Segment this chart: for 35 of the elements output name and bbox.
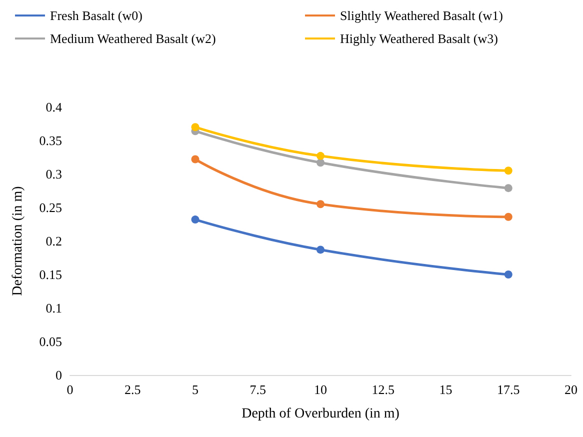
legend-label: Highly Weathered Basalt (w3) <box>340 31 498 46</box>
point <box>316 200 324 208</box>
x-tick-label: 2.5 <box>124 382 141 397</box>
legend-label: Fresh Basalt (w0) <box>50 8 142 23</box>
y-axis-title: Deformation (in m) <box>10 186 26 296</box>
point <box>504 270 512 278</box>
y-tick-label: 0.2 <box>46 234 62 248</box>
y-tick-label: 0.1 <box>46 300 62 316</box>
x-tick-label: 7.5 <box>250 382 266 397</box>
legend-label: Slightly Weathered Basalt (w1) <box>340 8 503 23</box>
y-tick-label: 0.25 <box>39 200 62 215</box>
point <box>316 152 324 160</box>
legend-label: Medium Weathered Basalt (w2) <box>50 31 216 46</box>
y-tick-label: 0.4 <box>46 100 62 114</box>
x-axis-title: Depth of Overburden (in m) <box>242 406 400 422</box>
point <box>504 166 512 175</box>
point <box>504 212 512 221</box>
y-tick-label: 0.15 <box>39 267 62 282</box>
point <box>191 216 200 224</box>
y-tick-label: 0.05 <box>39 334 62 349</box>
point <box>191 123 200 132</box>
x-tick-label: 17.5 <box>497 382 520 397</box>
x-tick-label: 10 <box>314 382 327 397</box>
x-tick-label: 12.5 <box>372 382 394 397</box>
point <box>316 246 324 254</box>
y-tick-label: 0.35 <box>39 133 62 148</box>
x-tick-label: 0 <box>66 382 74 397</box>
y-tick-label: 0.3 <box>46 166 62 182</box>
y-tick-label: 0 <box>56 368 62 382</box>
point <box>504 184 512 192</box>
point <box>316 158 324 167</box>
point <box>191 155 200 164</box>
x-tick-label: 5 <box>192 382 198 397</box>
x-tick-label: 20 <box>564 382 578 397</box>
x-tick-label: 15 <box>439 382 452 397</box>
